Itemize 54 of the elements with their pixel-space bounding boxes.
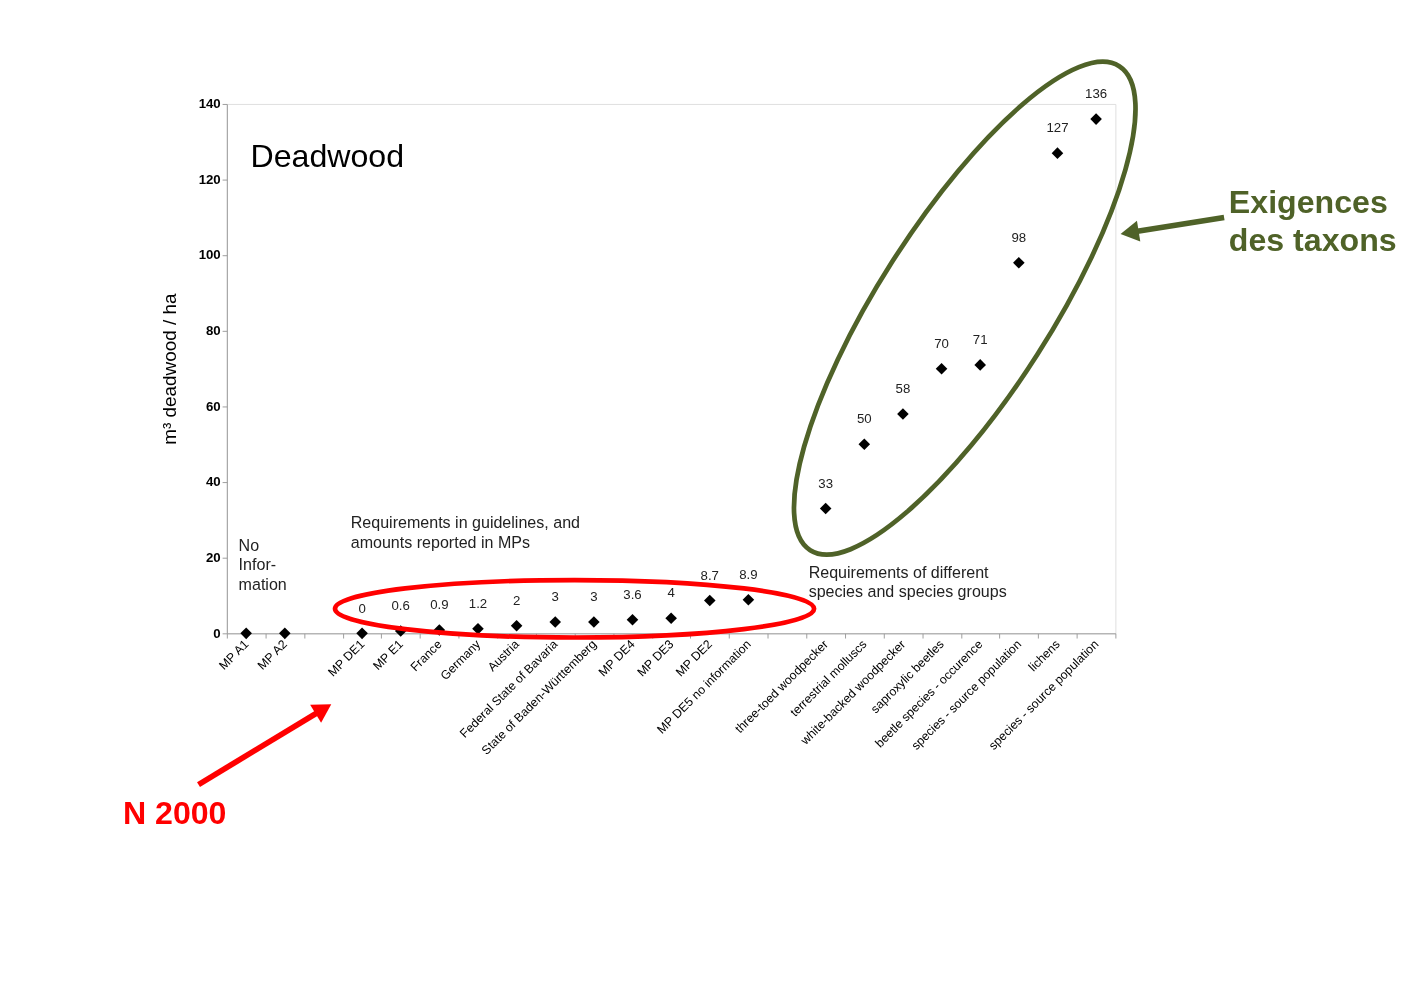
x-tick-label: MP DE1 [325,637,368,680]
data-label: 136 [1085,86,1108,102]
point [626,613,639,626]
point [1051,147,1064,159]
data-label: 4 [667,585,675,601]
y-tick-label: 80 [206,323,221,339]
data-label: 2 [512,592,521,608]
annotation: Deadwood [250,138,405,175]
data-label: 3 [551,589,559,605]
point [897,408,909,420]
point [819,502,832,515]
point [510,619,523,632]
data-label: 1.2 [468,596,488,612]
point [858,438,871,451]
point [588,616,600,628]
data-label: 8.7 [700,567,719,583]
data-label: 8.9 [739,566,758,582]
text: Exigences des taxons [1228,183,1397,259]
data-label: 71 [972,332,988,348]
y-tick-label: 140 [198,96,221,112]
y-tick-label: 120 [198,171,221,187]
point [549,616,562,628]
data-label: 0.9 [430,597,449,613]
point [240,627,252,640]
point [1090,113,1102,125]
point [974,359,986,371]
point [703,594,716,607]
data-label: 3 [590,589,598,605]
point [356,627,368,640]
point [279,627,291,640]
annotation: No Infor- mation [238,536,287,593]
y-tick-label: 20 [206,549,221,565]
data-label: 58 [895,381,911,397]
point [935,362,948,375]
point [742,593,755,606]
y-tick-label: 100 [198,247,221,263]
data-label: 0 [358,600,366,616]
data-label: 0.6 [391,598,410,614]
data-label: 98 [1011,230,1027,245]
data-label: 50 [856,411,872,427]
y-tick-label: 60 [206,398,221,414]
data-label: 127 [1046,120,1069,136]
x-tick-label: MP A2 [254,637,291,673]
data-label: 3.6 [623,586,642,602]
y-axis-title: m³ deadwood / ha [158,293,180,445]
annotation: Requirements of different species and species groups [808,562,1007,600]
text: N 2000 [122,795,227,832]
annotation: Requirements in guidelines, and amounts reported in MPs [350,513,580,551]
point [1013,257,1025,269]
point [665,612,677,625]
data-label: 33 [818,475,834,491]
x-tick-label: MP E1 [370,637,407,673]
y-tick-label: 40 [206,474,221,490]
data-label: 70 [934,335,949,351]
